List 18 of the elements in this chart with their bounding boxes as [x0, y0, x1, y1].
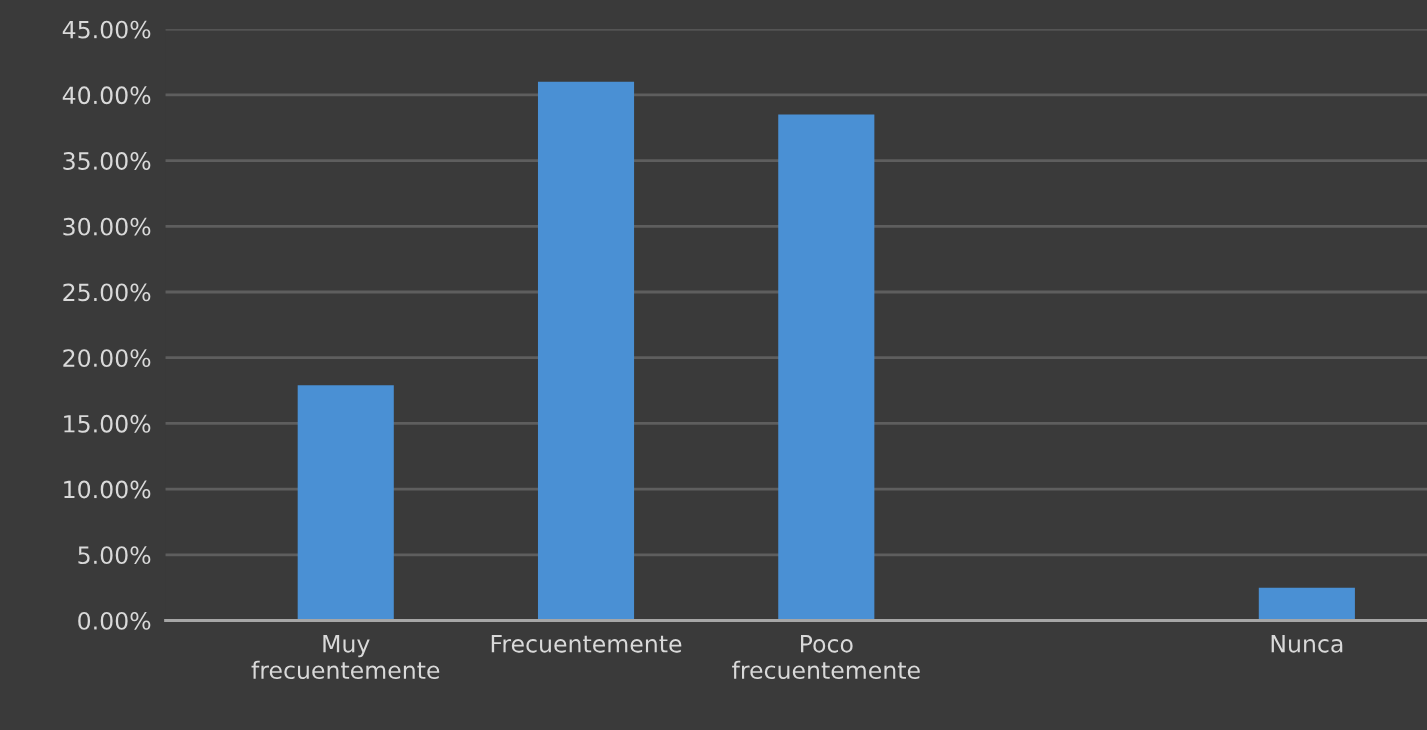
y-tick-label: 10.00% [64, 480, 151, 499]
y-tick-label: 25.00% [63, 283, 151, 302]
y-tick-label: 0.00% [78, 611, 151, 630]
bar [778, 114, 875, 621]
bar [297, 385, 394, 621]
y-tick-label: 30.00% [63, 217, 151, 236]
x-tick-label: Poco frecuentemente [732, 635, 920, 680]
y-tick-label: 40.00% [62, 86, 151, 105]
x-tick-label: Nunca [1271, 635, 1343, 653]
y-tick-label: 5.00% [78, 546, 151, 565]
bar [1258, 587, 1355, 621]
y-tick-label: 45.00% [62, 20, 151, 39]
x-tick-label: Muy frecuentemente [251, 635, 440, 680]
y-tick-label: 15.00% [64, 414, 151, 433]
x-tick-label: Frecuentemente [491, 635, 682, 653]
y-tick-label: 20.00% [63, 349, 151, 368]
y-tick-label: 35.00% [63, 152, 151, 170]
bar [537, 81, 635, 621]
